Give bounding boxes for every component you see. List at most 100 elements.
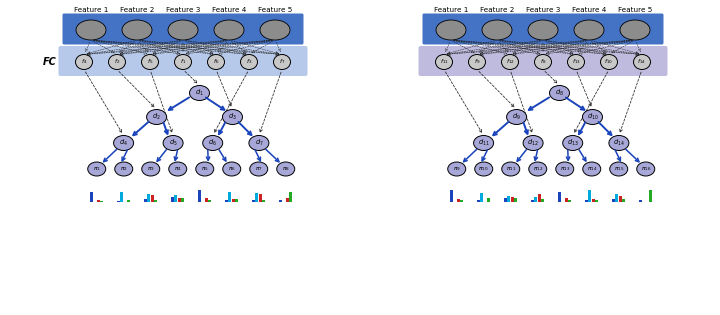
Text: $d_4$: $d_4$ <box>120 138 128 148</box>
Bar <box>96 199 99 202</box>
Text: $f_4$: $f_4$ <box>81 58 87 66</box>
Ellipse shape <box>207 54 225 70</box>
Text: Feature 5: Feature 5 <box>618 7 652 13</box>
Ellipse shape <box>482 20 512 40</box>
Text: $\pi_{14}$: $\pi_{14}$ <box>587 165 597 173</box>
Bar <box>181 198 184 202</box>
Text: $d_1$: $d_1$ <box>195 88 204 98</box>
Text: $\pi_8$: $\pi_8$ <box>282 165 289 173</box>
Text: $d_6$: $d_6$ <box>208 138 217 148</box>
Bar <box>618 196 621 202</box>
Ellipse shape <box>436 54 452 70</box>
Text: $f_1$: $f_1$ <box>180 58 186 66</box>
Ellipse shape <box>168 162 186 176</box>
Text: Feature 2: Feature 2 <box>120 7 154 13</box>
Ellipse shape <box>620 20 650 40</box>
Text: $f_7$: $f_7$ <box>279 58 285 66</box>
Bar <box>487 198 490 202</box>
Bar <box>612 199 615 202</box>
Bar <box>456 199 459 202</box>
Ellipse shape <box>76 54 92 70</box>
Ellipse shape <box>274 54 290 70</box>
Ellipse shape <box>260 20 290 40</box>
Text: $f_3$: $f_3$ <box>246 58 252 66</box>
Bar <box>531 200 534 202</box>
Text: $d_{14}$: $d_{14}$ <box>613 138 625 148</box>
Bar <box>286 198 289 202</box>
Text: $d_2$: $d_2$ <box>152 112 161 122</box>
Ellipse shape <box>109 54 125 70</box>
Text: $f_9$: $f_9$ <box>474 58 480 66</box>
Ellipse shape <box>609 135 629 151</box>
Text: Feature 4: Feature 4 <box>572 7 606 13</box>
Text: FC: FC <box>42 57 56 67</box>
Bar <box>198 191 201 202</box>
Bar <box>568 200 571 202</box>
Ellipse shape <box>276 162 294 176</box>
Ellipse shape <box>469 54 485 70</box>
Ellipse shape <box>582 162 600 176</box>
Ellipse shape <box>142 162 160 176</box>
Bar <box>595 200 598 202</box>
Text: $f_6$: $f_6$ <box>213 58 219 66</box>
Ellipse shape <box>249 135 269 151</box>
Ellipse shape <box>114 135 134 151</box>
Text: $f_5$: $f_5$ <box>147 58 153 66</box>
Text: Feature 2: Feature 2 <box>480 7 514 13</box>
Ellipse shape <box>76 20 106 40</box>
Bar <box>588 191 591 202</box>
Ellipse shape <box>240 54 258 70</box>
Text: $\pi_{11}$: $\pi_{11}$ <box>505 165 516 173</box>
Bar <box>279 200 282 202</box>
Bar <box>541 199 544 202</box>
Ellipse shape <box>636 162 654 176</box>
Text: $\pi_{16}$: $\pi_{16}$ <box>641 165 651 173</box>
Ellipse shape <box>556 162 574 176</box>
Ellipse shape <box>163 135 183 151</box>
Bar <box>225 200 228 202</box>
Bar <box>289 192 292 202</box>
Ellipse shape <box>534 54 552 70</box>
Text: $f_{12}$: $f_{12}$ <box>505 58 515 66</box>
Bar <box>148 194 150 202</box>
Bar <box>477 200 480 202</box>
FancyBboxPatch shape <box>418 46 667 76</box>
Ellipse shape <box>122 20 152 40</box>
Bar <box>585 200 588 202</box>
Ellipse shape <box>582 110 603 124</box>
Text: $f_{11}$: $f_{11}$ <box>440 58 449 66</box>
Text: $\pi_2$: $\pi_2$ <box>120 165 127 173</box>
Bar <box>514 198 517 202</box>
Ellipse shape <box>528 20 558 40</box>
Ellipse shape <box>189 85 210 100</box>
Text: $d_5$: $d_5$ <box>168 138 177 148</box>
Ellipse shape <box>88 162 106 176</box>
Bar <box>256 193 258 202</box>
Ellipse shape <box>214 20 244 40</box>
Text: $f_{13}$: $f_{13}$ <box>572 58 580 66</box>
Ellipse shape <box>196 162 214 176</box>
Bar <box>127 199 130 202</box>
Text: $\pi_{15}$: $\pi_{15}$ <box>613 165 624 173</box>
FancyBboxPatch shape <box>63 14 304 44</box>
Ellipse shape <box>502 162 520 176</box>
Bar <box>252 199 255 202</box>
Bar <box>150 195 153 202</box>
Text: $\pi_4$: $\pi_4$ <box>174 165 181 173</box>
Bar <box>622 199 625 202</box>
Ellipse shape <box>168 20 198 40</box>
Bar <box>262 200 265 202</box>
Text: Feature 4: Feature 4 <box>212 7 246 13</box>
Text: $d_{13}$: $d_{13}$ <box>567 138 579 148</box>
Text: Feature 3: Feature 3 <box>166 7 200 13</box>
Text: $d_{10}$: $d_{10}$ <box>587 112 598 122</box>
Text: Feature 3: Feature 3 <box>526 7 560 13</box>
Ellipse shape <box>474 162 492 176</box>
Bar <box>171 197 174 202</box>
Text: $d_{12}$: $d_{12}$ <box>527 138 539 148</box>
Bar <box>480 193 483 202</box>
Text: $\pi_{13}$: $\pi_{13}$ <box>559 165 570 173</box>
Bar <box>649 190 652 202</box>
Bar <box>235 199 238 202</box>
Ellipse shape <box>250 162 268 176</box>
